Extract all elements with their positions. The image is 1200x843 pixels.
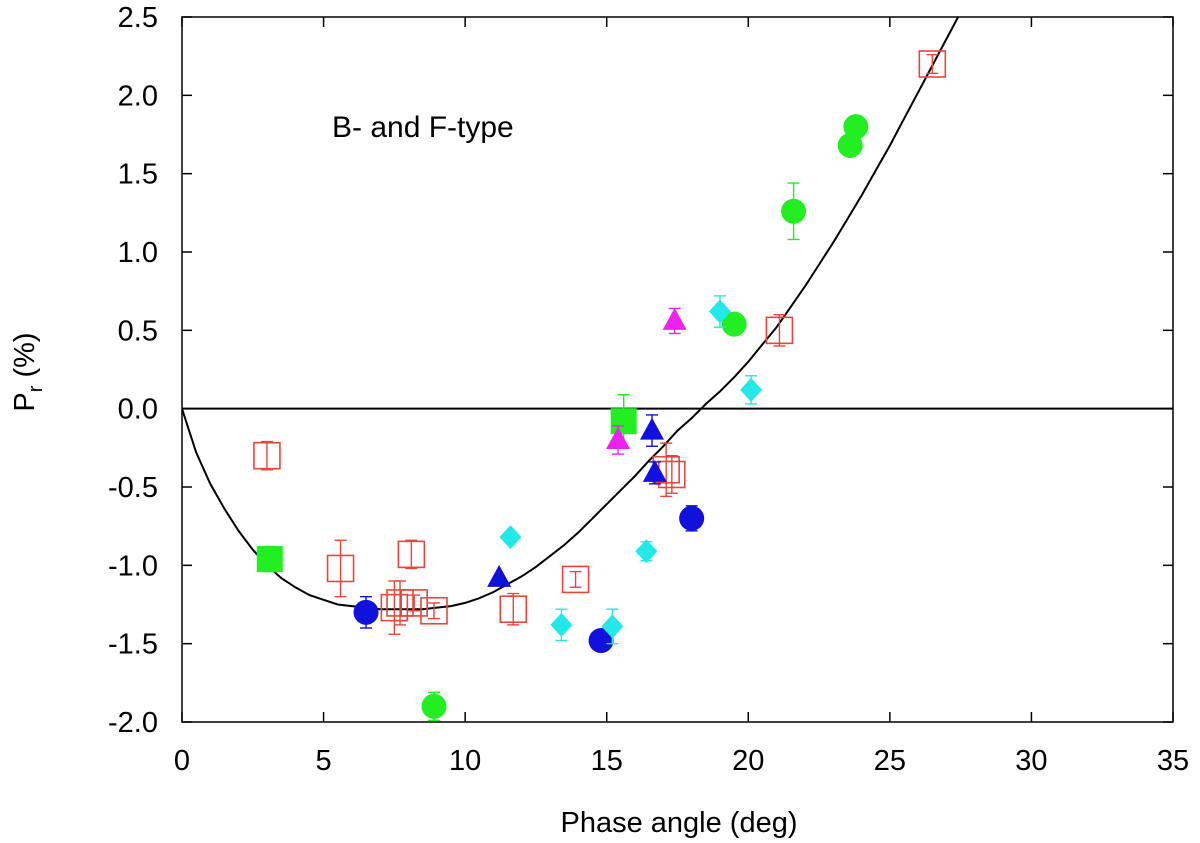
filled-diamond-point	[601, 614, 624, 639]
x-tick-label: 0	[174, 745, 190, 777]
x-tick-label: 5	[316, 745, 332, 777]
y-tick-label: 0.0	[118, 394, 158, 426]
y-tick-label: -2.0	[108, 707, 158, 739]
x-tick-label: 10	[449, 745, 481, 777]
open-square-point	[380, 593, 409, 622]
series-0-open-square	[253, 50, 947, 635]
filled-diamond-point	[708, 299, 731, 324]
y-tick-label: 2.5	[118, 2, 158, 34]
filled-triangle-point	[640, 417, 665, 440]
chart-annotation: B- and F-type	[332, 111, 514, 144]
open-square-point	[499, 595, 528, 624]
y-tick-label: -1.0	[108, 550, 158, 582]
open-square-point	[561, 565, 590, 594]
open-square-point	[400, 589, 428, 617]
filled-circle-point	[837, 132, 863, 158]
filled-circle-point	[588, 628, 614, 654]
open-square-point	[326, 554, 355, 583]
plot-layer	[181, 16, 1174, 723]
plot-frame	[181, 16, 1174, 723]
filled-circle-point	[421, 693, 447, 719]
open-square-point	[253, 441, 281, 470]
tick-layer: 0 5 10 15 20 25 30 35 -2.0 -1.5 -1.0 -0.5 0.0 0.5 1.0 1…	[108, 2, 1189, 777]
series-4-filled-triangle	[487, 414, 667, 587]
open-square-point	[420, 596, 448, 625]
series-2-filled-circle	[421, 114, 869, 722]
x-tick-label: 15	[591, 745, 623, 777]
series-3-filled-circle	[353, 505, 705, 654]
filled-diamond-point	[740, 377, 763, 402]
filled-circle-point	[843, 114, 869, 140]
filled-circle-point	[353, 599, 379, 625]
x-tick-label: 25	[874, 745, 906, 777]
filled-square-point	[256, 546, 283, 573]
x-axis-title: Phase angle (deg)	[561, 807, 798, 839]
series-6-filled-diamond	[499, 295, 763, 645]
y-tick-label: -1.5	[108, 629, 158, 661]
x-tick-label: 35	[1157, 745, 1189, 777]
open-square-point	[397, 540, 426, 569]
series-5-filled-triangle	[606, 307, 687, 455]
y-axis-title: Pr (%)	[9, 332, 47, 411]
x-tick-label: 20	[732, 745, 764, 777]
series-1-filled-square	[256, 393, 637, 573]
filled-circle-point	[679, 505, 705, 531]
open-square-point	[765, 316, 794, 345]
y-axis-title-unit: (%)	[9, 332, 41, 385]
filled-circle-point	[781, 198, 807, 224]
open-square-point	[918, 50, 947, 78]
y-axis-title-main: P	[9, 392, 41, 411]
x-tick-label: 30	[1015, 745, 1047, 777]
filled-square-point	[610, 408, 637, 435]
filled-triangle-point	[642, 459, 667, 482]
y-tick-label: -0.5	[108, 472, 158, 504]
fit-curve	[182, 17, 960, 611]
filled-diamond-point	[550, 612, 573, 637]
open-square-point	[386, 589, 414, 617]
y-tick-label: 0.5	[118, 315, 158, 347]
filled-triangle-point	[487, 564, 512, 587]
y-tick-label: 1.0	[118, 237, 158, 269]
filled-triangle-point	[662, 307, 687, 330]
y-tick-label: 1.5	[118, 159, 158, 191]
filled-circle-point	[721, 311, 747, 337]
y-tick-label: 2.0	[118, 80, 158, 112]
filled-diamond-point	[635, 539, 658, 564]
y-axis-title-sub: r	[25, 385, 47, 392]
filled-triangle-point	[606, 427, 631, 449]
filled-diamond-point	[499, 525, 522, 550]
